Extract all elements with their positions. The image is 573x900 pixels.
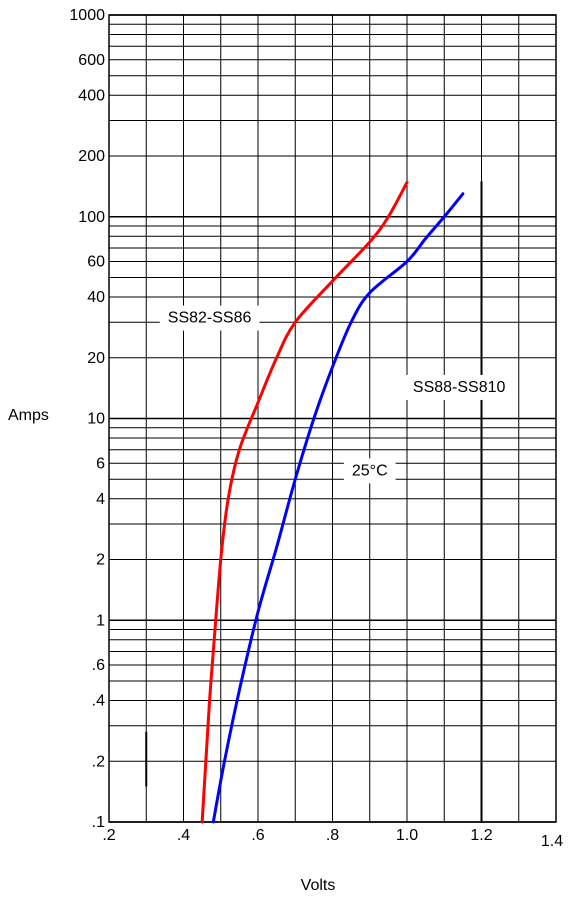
- annotation-background: [159, 305, 260, 331]
- y-tick-label: 100: [78, 209, 105, 226]
- grid: [108, 14, 557, 823]
- y-tick-label: .2: [92, 753, 105, 770]
- y-tick-label: .6: [92, 657, 105, 674]
- y-tick-label: 60: [87, 254, 105, 271]
- y-axis-label: Amps: [8, 407, 49, 424]
- x-tick-label: 1.2: [470, 827, 492, 844]
- plot-frame: [108, 14, 557, 823]
- y-tick-label-background: [75, 147, 109, 167]
- y-tick-label: .1: [92, 814, 105, 831]
- y-tick-label: 10: [87, 411, 105, 428]
- x-tick-label: 1.0: [396, 827, 418, 844]
- y-tick-label: 20: [87, 350, 105, 367]
- series-layer: [200, 180, 465, 824]
- y-tick-label-background: [75, 86, 109, 106]
- y-tick-label: .4: [92, 693, 105, 710]
- annotation-background: [343, 458, 396, 484]
- y-tick-label-background: [93, 611, 109, 631]
- y-tick-label-background: [88, 752, 109, 772]
- y-tick-label: 400: [78, 87, 105, 104]
- y-tick-label: 4: [96, 491, 105, 508]
- y-tick-label-background: [88, 813, 109, 832]
- y-tick-label: 2: [96, 552, 105, 569]
- y-tick-label: 1000: [69, 7, 105, 24]
- y-tick-label-background: [84, 409, 109, 429]
- x-tick-label: .2: [102, 827, 115, 844]
- y-tick-label: 1: [96, 612, 105, 629]
- series-line-ss82-ss86: [200, 180, 409, 824]
- x-tick-label: 1.4: [541, 833, 563, 850]
- x-axis-label: Volts: [301, 877, 336, 894]
- y-tick-label-background: [93, 454, 109, 474]
- y-tick-label: 600: [78, 52, 105, 69]
- x-tick-label: .4: [177, 827, 190, 844]
- x-tick-label: .6: [251, 827, 264, 844]
- annotation-label: SS82-SS86: [168, 310, 252, 327]
- y-tick-label: 200: [78, 148, 105, 165]
- x-tick-label: .8: [326, 827, 339, 844]
- y-tick-label: 40: [87, 289, 105, 306]
- y-tick-label: 6: [96, 455, 105, 472]
- y-tick-label-background: [75, 50, 109, 70]
- annotation-label: 25°C: [352, 462, 388, 479]
- y-tick-label-background: [66, 6, 109, 25]
- y-tick-label-background: [84, 252, 109, 272]
- annotation-background: [404, 374, 514, 400]
- annotation-label: SS88-SS810: [413, 379, 506, 396]
- y-tick-label-background: [84, 288, 109, 308]
- plot-border: [108, 14, 557, 823]
- series-line-ss88-ss810: [211, 192, 465, 824]
- y-tick-label-background: [88, 691, 109, 711]
- y-tick-label-background: [88, 656, 109, 676]
- y-tick-label-background: [75, 207, 109, 227]
- y-tick-label-background: [84, 348, 109, 368]
- annotation-layer: SS82-SS86 SS88-SS810 25°C: [159, 305, 514, 484]
- y-tick-label-background: [93, 489, 109, 509]
- tick-labels: .1.2.4.61246102040601002004006001000.2.4…: [66, 6, 563, 850]
- y-tick-label-background: [93, 550, 109, 570]
